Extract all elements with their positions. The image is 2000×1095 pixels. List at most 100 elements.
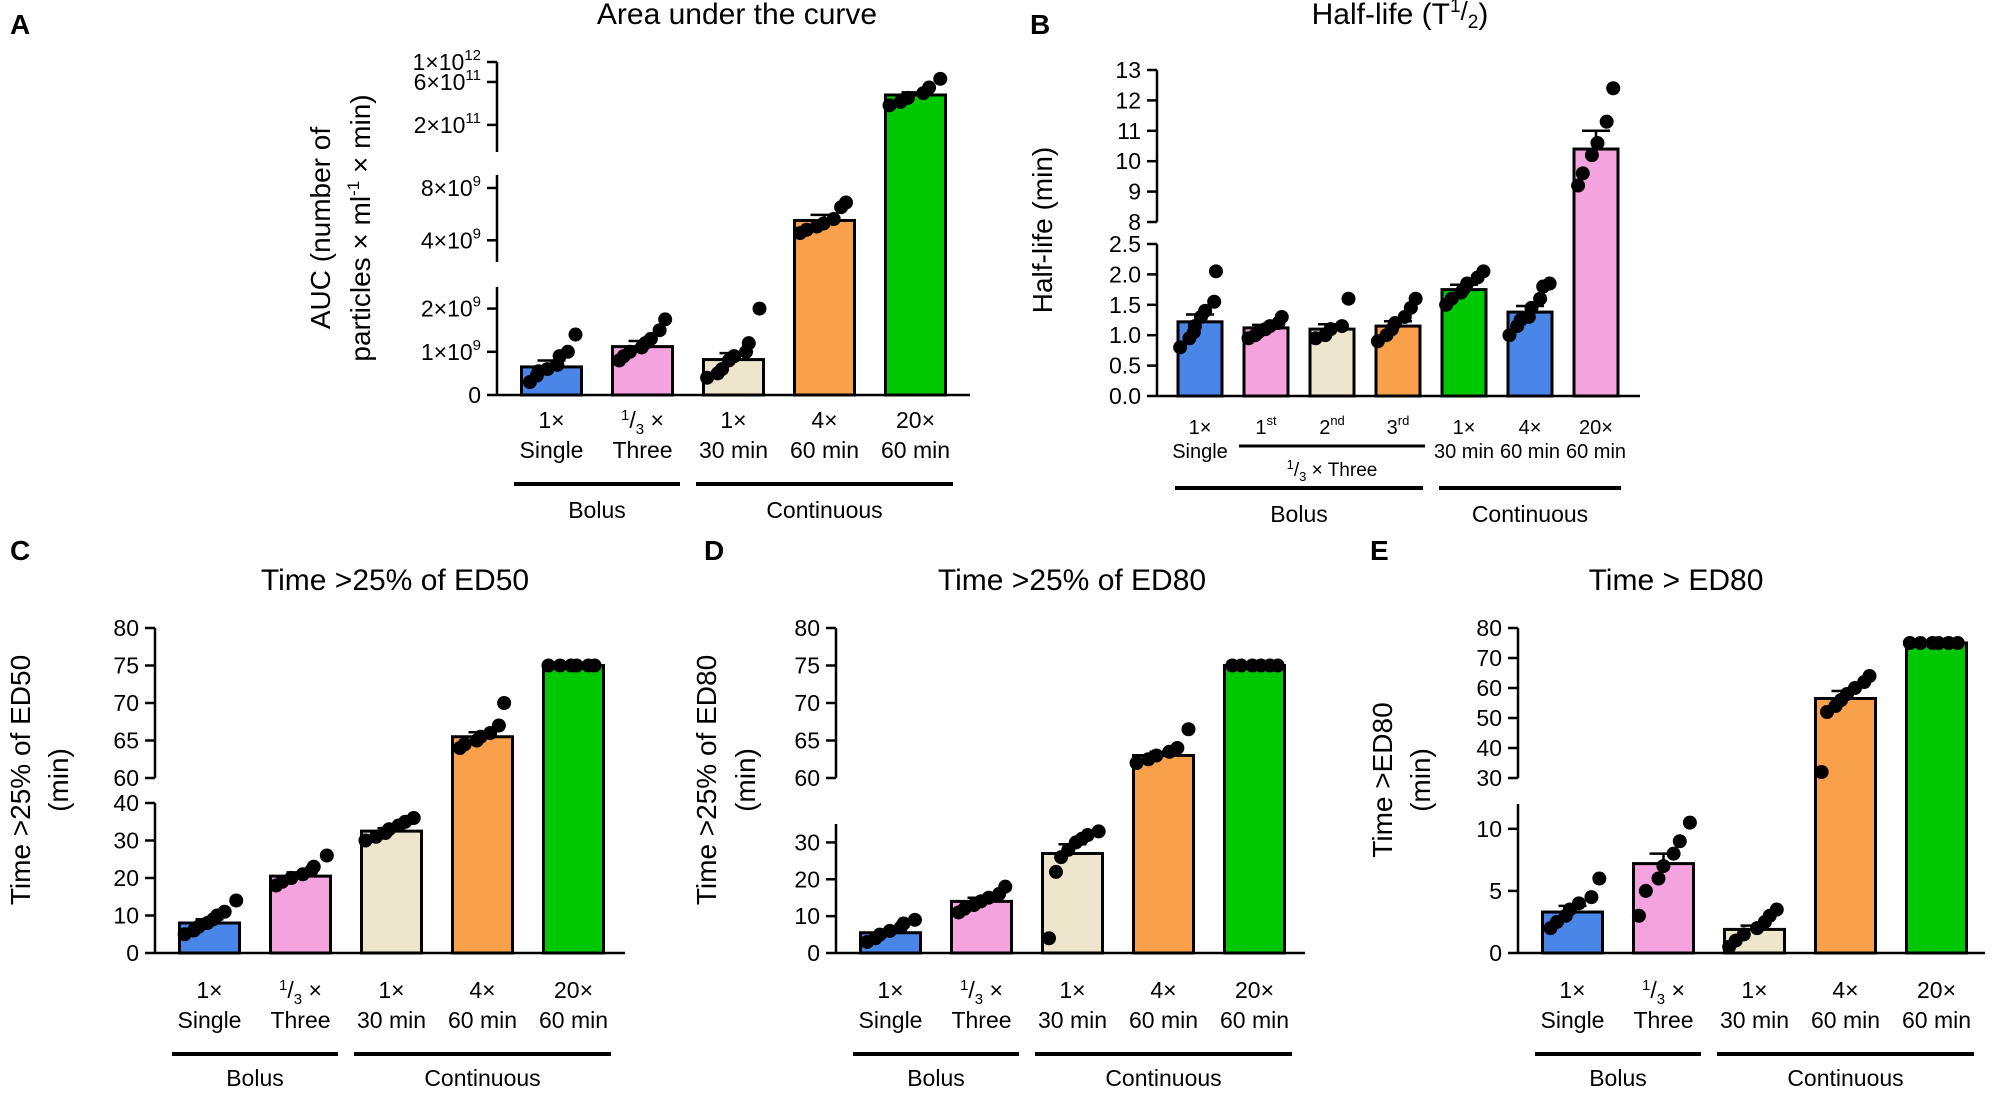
tick-sup: 9 bbox=[473, 337, 481, 354]
data-point bbox=[900, 90, 915, 105]
y-tick-label: 10 bbox=[794, 903, 820, 929]
x-category-label-bottom: 60 min bbox=[539, 1007, 608, 1033]
y-tick-label: 10 bbox=[1115, 148, 1141, 174]
chart-title: Half-life (T1/2) bbox=[1312, 0, 1489, 33]
data-point bbox=[1533, 291, 1548, 306]
group-label: Continuous bbox=[1472, 501, 1588, 527]
tick-text: 0 bbox=[126, 940, 139, 966]
data-point bbox=[1460, 276, 1475, 291]
y-tick-label: 70 bbox=[1476, 645, 1502, 671]
frac-slash: / bbox=[968, 977, 975, 1003]
data-point bbox=[229, 893, 244, 908]
y-tick-label: 2.5 bbox=[1109, 231, 1141, 257]
tick-text: 70 bbox=[113, 690, 139, 716]
data-point bbox=[497, 696, 512, 710]
x-category-label-top: 1× bbox=[720, 407, 746, 433]
y-tick-label: 20 bbox=[113, 865, 139, 891]
data-point bbox=[1631, 908, 1646, 923]
cat-top-text: 3 bbox=[1387, 417, 1398, 439]
tick-text: 20 bbox=[794, 866, 820, 892]
panel-letter: D bbox=[704, 535, 724, 566]
y-tick-label: 5 bbox=[1489, 878, 1502, 904]
x-category-label-top: 3rd bbox=[1387, 413, 1410, 439]
y-tick-label: 40 bbox=[1476, 735, 1502, 761]
cat-top-text: × bbox=[302, 977, 322, 1003]
chart-title: Time >25% of ED80 bbox=[938, 564, 1206, 597]
y-label-text: (min) bbox=[1405, 748, 1436, 812]
y-tick-label: 10 bbox=[1476, 816, 1502, 842]
y-axis-label-line1: Time >ED80 bbox=[1367, 702, 1398, 857]
tick-text: 10 bbox=[1115, 148, 1141, 174]
panel-a: A Area under the curve AUC (number of parti… bbox=[10, 0, 970, 523]
tick-text: 30 bbox=[113, 828, 139, 854]
frac-num: 1 bbox=[1287, 457, 1294, 472]
tick-text: 40 bbox=[113, 790, 139, 816]
y-tick-label: 10 bbox=[113, 903, 139, 929]
y-axis-label-line1: Time >25% of ED50 bbox=[5, 655, 36, 905]
data-point bbox=[1606, 81, 1621, 96]
data-point bbox=[1334, 319, 1349, 334]
data-point bbox=[1173, 340, 1188, 355]
x-category-label-bottom: Three bbox=[270, 1007, 330, 1033]
tick-sup: 11 bbox=[465, 67, 481, 84]
tick-text: 50 bbox=[1476, 705, 1502, 731]
tick-text: 12 bbox=[1115, 87, 1141, 113]
x-category-label-top: 4× bbox=[1150, 977, 1176, 1003]
title-sub: 2 bbox=[1468, 12, 1479, 33]
y-tick-label: 0.0 bbox=[1109, 383, 1141, 409]
data-point bbox=[622, 344, 637, 359]
tick-text: 2×10 bbox=[421, 296, 473, 322]
x-category-label-bottom: Single bbox=[1172, 441, 1228, 463]
x-category-label-bottom: 60 min bbox=[1500, 441, 1560, 463]
data-point bbox=[643, 331, 658, 346]
data-point bbox=[1913, 636, 1928, 650]
tick-text: 0.0 bbox=[1109, 383, 1141, 409]
y-label-sup: -1 bbox=[344, 181, 363, 196]
data-point bbox=[1862, 669, 1877, 683]
x-category-label-top: 1/3 × bbox=[279, 977, 322, 1008]
bar bbox=[451, 735, 514, 955]
tick-text: 0.5 bbox=[1109, 353, 1141, 379]
data-point bbox=[652, 323, 667, 338]
chart-title: Time > ED80 bbox=[1589, 564, 1764, 597]
panel-d: D Time >25% of ED80 Time >25% of ED80 (min)… bbox=[691, 535, 1305, 1091]
y-tick-label: 12 bbox=[1115, 87, 1141, 113]
data-point bbox=[217, 904, 232, 919]
data-point bbox=[1502, 328, 1517, 343]
data-point bbox=[882, 923, 897, 938]
tick-text: 2.5 bbox=[1109, 231, 1141, 257]
frac-slash: / bbox=[1294, 460, 1300, 481]
group-label: Bolus bbox=[568, 497, 626, 523]
data-point bbox=[1575, 166, 1590, 181]
x-category-label-top: 2nd bbox=[1319, 413, 1345, 439]
tick-text: 9 bbox=[1128, 179, 1141, 205]
x-category-label-top: 4× bbox=[1519, 417, 1542, 439]
subgroup-label: 1/3 × Three bbox=[1287, 457, 1378, 484]
data-point bbox=[1080, 828, 1095, 843]
data-point bbox=[1208, 264, 1223, 279]
y-axis-label-line2: (min) bbox=[730, 748, 761, 812]
subgroup-text: × Three bbox=[1306, 460, 1377, 481]
tick-sup: 9 bbox=[473, 294, 481, 311]
group-label: Bolus bbox=[1589, 1065, 1647, 1091]
data-point bbox=[1666, 846, 1681, 861]
data-point bbox=[1476, 264, 1491, 279]
panel-letter: C bbox=[10, 535, 30, 566]
group-label: Continuous bbox=[1787, 1065, 1903, 1091]
y-tick-label: 8 bbox=[1128, 209, 1141, 235]
tick-text: 20 bbox=[113, 865, 139, 891]
x-category-label-bottom: Three bbox=[951, 1007, 1011, 1033]
tick-sup: 9 bbox=[473, 173, 481, 190]
group-label: Bolus bbox=[226, 1065, 284, 1091]
ordinal-sup: rd bbox=[1398, 413, 1410, 428]
title-slash: / bbox=[1461, 0, 1469, 26]
x-category-label-top: 1× bbox=[1059, 977, 1085, 1003]
data-point bbox=[826, 212, 841, 227]
tick-text: 75 bbox=[794, 653, 820, 679]
tick-text: 80 bbox=[113, 615, 139, 641]
bar bbox=[884, 93, 947, 397]
x-category-label-top: 4× bbox=[469, 977, 495, 1003]
data-point bbox=[1198, 303, 1213, 318]
y-tick-label: 70 bbox=[794, 690, 820, 716]
